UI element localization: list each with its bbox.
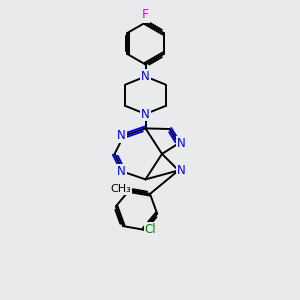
Text: N: N <box>176 164 185 177</box>
Text: Cl: Cl <box>145 223 156 236</box>
Text: N: N <box>176 137 185 150</box>
Text: N: N <box>141 70 150 83</box>
Text: N: N <box>117 129 126 142</box>
Text: F: F <box>142 8 149 22</box>
Text: N: N <box>117 165 126 178</box>
Text: CH₃: CH₃ <box>110 184 131 194</box>
Text: N: N <box>141 107 150 121</box>
